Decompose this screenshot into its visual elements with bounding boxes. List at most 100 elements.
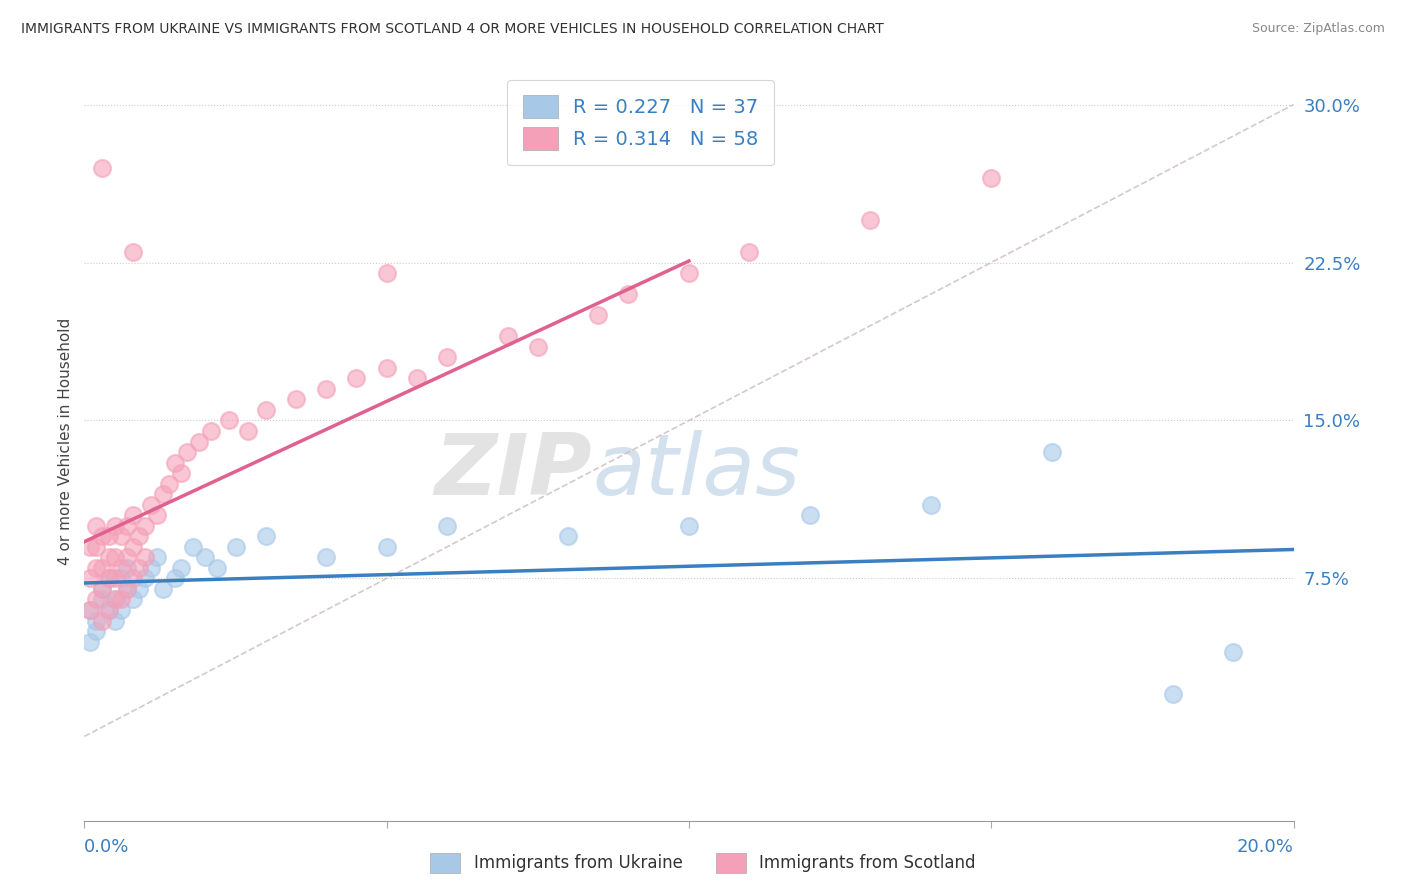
Point xyxy=(121,571,143,585)
Point xyxy=(207,561,229,575)
Point xyxy=(104,592,127,607)
Point xyxy=(176,445,198,459)
Point xyxy=(980,171,1002,186)
Point xyxy=(115,550,138,565)
Point xyxy=(128,529,150,543)
Point xyxy=(91,592,114,607)
Point xyxy=(254,529,277,543)
Point xyxy=(200,424,222,438)
Point xyxy=(97,571,120,585)
Point xyxy=(236,424,259,438)
Point xyxy=(97,603,120,617)
Point xyxy=(104,614,127,628)
Point xyxy=(1040,445,1063,459)
Point xyxy=(436,351,458,365)
Point xyxy=(920,498,942,512)
Point xyxy=(678,518,700,533)
Point xyxy=(375,266,398,280)
Point xyxy=(152,487,174,501)
Point xyxy=(110,603,132,617)
Point xyxy=(91,582,114,596)
Point xyxy=(617,287,640,301)
Point xyxy=(115,582,138,596)
Point xyxy=(218,413,240,427)
Point xyxy=(194,550,217,565)
Point xyxy=(121,592,143,607)
Point xyxy=(170,561,193,575)
Point xyxy=(91,582,114,596)
Point xyxy=(115,582,138,596)
Point xyxy=(97,550,120,565)
Point xyxy=(79,634,101,648)
Point xyxy=(527,340,550,354)
Point xyxy=(86,561,108,575)
Point xyxy=(181,540,204,554)
Point xyxy=(97,571,120,585)
Point xyxy=(110,592,132,607)
Text: IMMIGRANTS FROM UKRAINE VS IMMIGRANTS FROM SCOTLAND 4 OR MORE VEHICLES IN HOUSEH: IMMIGRANTS FROM UKRAINE VS IMMIGRANTS FR… xyxy=(21,22,884,37)
Point xyxy=(86,624,108,639)
Point xyxy=(134,550,156,565)
Point xyxy=(375,540,398,554)
Y-axis label: 4 or more Vehicles in Household: 4 or more Vehicles in Household xyxy=(58,318,73,566)
Point xyxy=(165,571,187,585)
Point xyxy=(1161,687,1184,701)
Point xyxy=(110,561,132,575)
Point xyxy=(799,508,821,523)
Point xyxy=(346,371,368,385)
Point xyxy=(157,476,180,491)
Point xyxy=(91,614,114,628)
Point xyxy=(170,466,193,480)
Point xyxy=(188,434,211,449)
Legend: R = 0.227   N = 37, R = 0.314   N = 58: R = 0.227 N = 37, R = 0.314 N = 58 xyxy=(508,79,775,166)
Point xyxy=(1222,645,1244,659)
Point xyxy=(678,266,700,280)
Point xyxy=(121,508,143,523)
Point xyxy=(436,518,458,533)
Text: Source: ZipAtlas.com: Source: ZipAtlas.com xyxy=(1251,22,1385,36)
Point xyxy=(104,571,127,585)
Point xyxy=(97,529,120,543)
Point xyxy=(139,498,162,512)
Legend: Immigrants from Ukraine, Immigrants from Scotland: Immigrants from Ukraine, Immigrants from… xyxy=(423,847,983,880)
Point xyxy=(406,371,429,385)
Point xyxy=(128,582,150,596)
Point xyxy=(97,603,120,617)
Point xyxy=(86,592,108,607)
Point xyxy=(134,518,156,533)
Point xyxy=(86,518,108,533)
Point xyxy=(285,392,308,407)
Point xyxy=(146,508,169,523)
Point xyxy=(254,403,277,417)
Point xyxy=(496,329,519,343)
Point xyxy=(128,561,150,575)
Point xyxy=(152,582,174,596)
Point xyxy=(104,550,127,565)
Point xyxy=(91,161,114,175)
Text: 20.0%: 20.0% xyxy=(1237,838,1294,856)
Point xyxy=(121,244,143,259)
Point xyxy=(738,244,761,259)
Point xyxy=(110,571,132,585)
Point xyxy=(86,540,108,554)
Point xyxy=(91,561,114,575)
Point xyxy=(165,456,187,470)
Point xyxy=(859,213,882,227)
Point xyxy=(146,550,169,565)
Point xyxy=(134,571,156,585)
Point xyxy=(315,550,337,565)
Point xyxy=(375,360,398,375)
Point xyxy=(104,592,127,607)
Point xyxy=(115,518,138,533)
Point xyxy=(86,614,108,628)
Point xyxy=(139,561,162,575)
Point xyxy=(588,308,610,322)
Text: atlas: atlas xyxy=(592,430,800,514)
Point xyxy=(121,540,143,554)
Point xyxy=(110,529,132,543)
Point xyxy=(79,571,101,585)
Point xyxy=(315,382,337,396)
Point xyxy=(79,603,101,617)
Text: 0.0%: 0.0% xyxy=(84,838,129,856)
Point xyxy=(91,529,114,543)
